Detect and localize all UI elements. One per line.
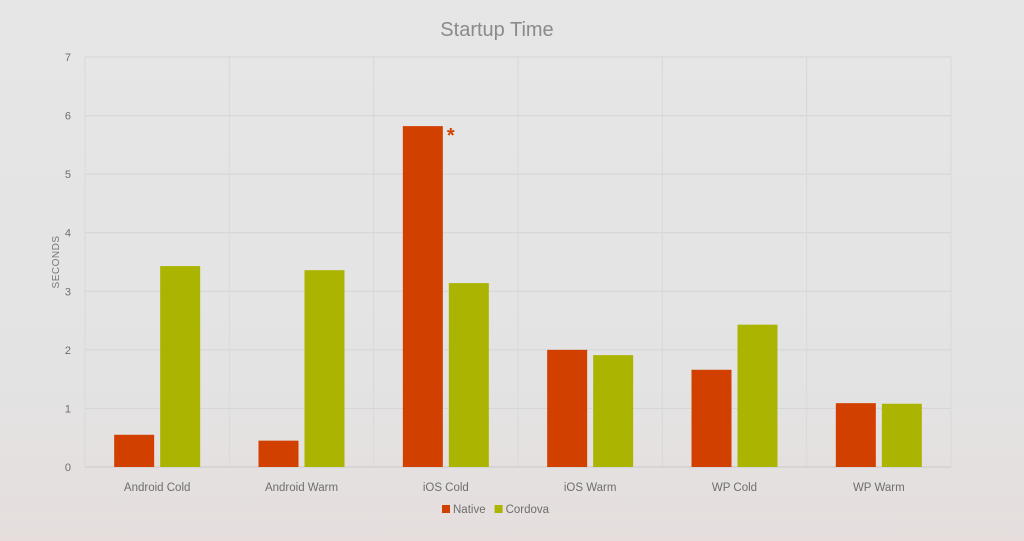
y-axis-ticks: 0 1 2 3 4 5 6 7 xyxy=(65,52,71,474)
legend: Native Cordova xyxy=(442,504,550,516)
x-category-label: iOS Cold xyxy=(423,482,469,494)
y-tick-label: 7 xyxy=(65,52,71,64)
x-category-label: Android Cold xyxy=(124,482,190,494)
annotations: * xyxy=(447,125,455,147)
y-tick-label: 2 xyxy=(65,345,71,357)
bar-cordova-ios-cold xyxy=(448,283,489,467)
y-tick-label: 3 xyxy=(65,286,71,298)
y-tick-label: 0 xyxy=(65,462,71,474)
bar-cordova-ios-warm xyxy=(593,355,634,467)
x-axis-categories: Android Cold Android Warm iOS Cold iOS Warm… xyxy=(124,482,905,494)
y-tick-label: 5 xyxy=(65,169,71,181)
legend-swatch-native xyxy=(442,505,450,513)
bar-cordova-android-cold xyxy=(160,266,201,467)
legend-swatch-cordova xyxy=(494,505,503,513)
bar-native-wp-warm xyxy=(835,403,876,467)
chart-title: Startup Time xyxy=(440,19,553,41)
y-tick-label: 6 xyxy=(65,111,71,123)
y-axis-label: SECONDS xyxy=(51,236,62,289)
bars xyxy=(114,126,922,467)
legend-label-cordova: Cordova xyxy=(506,504,550,516)
asterisk-annotation: * xyxy=(447,125,455,147)
x-category-label: Android Warm xyxy=(265,482,338,494)
bar-native-android-cold xyxy=(114,434,155,467)
bar-native-ios-warm xyxy=(547,349,588,467)
legend-label-native: Native xyxy=(453,504,486,516)
bar-native-android-warm xyxy=(258,440,299,467)
x-category-label: iOS Warm xyxy=(564,482,617,494)
y-tick-label: 1 xyxy=(65,403,71,415)
bar-cordova-wp-cold xyxy=(737,324,778,467)
bar-native-wp-cold xyxy=(691,369,732,467)
bar-cordova-wp-warm xyxy=(881,403,922,467)
x-category-label: WP Cold xyxy=(712,482,757,494)
bar-cordova-android-warm xyxy=(304,270,345,467)
y-tick-label: 4 xyxy=(65,228,71,240)
gridlines xyxy=(84,56,952,468)
bar-native-ios-cold xyxy=(402,126,443,467)
x-category-label: WP Warm xyxy=(853,482,905,494)
